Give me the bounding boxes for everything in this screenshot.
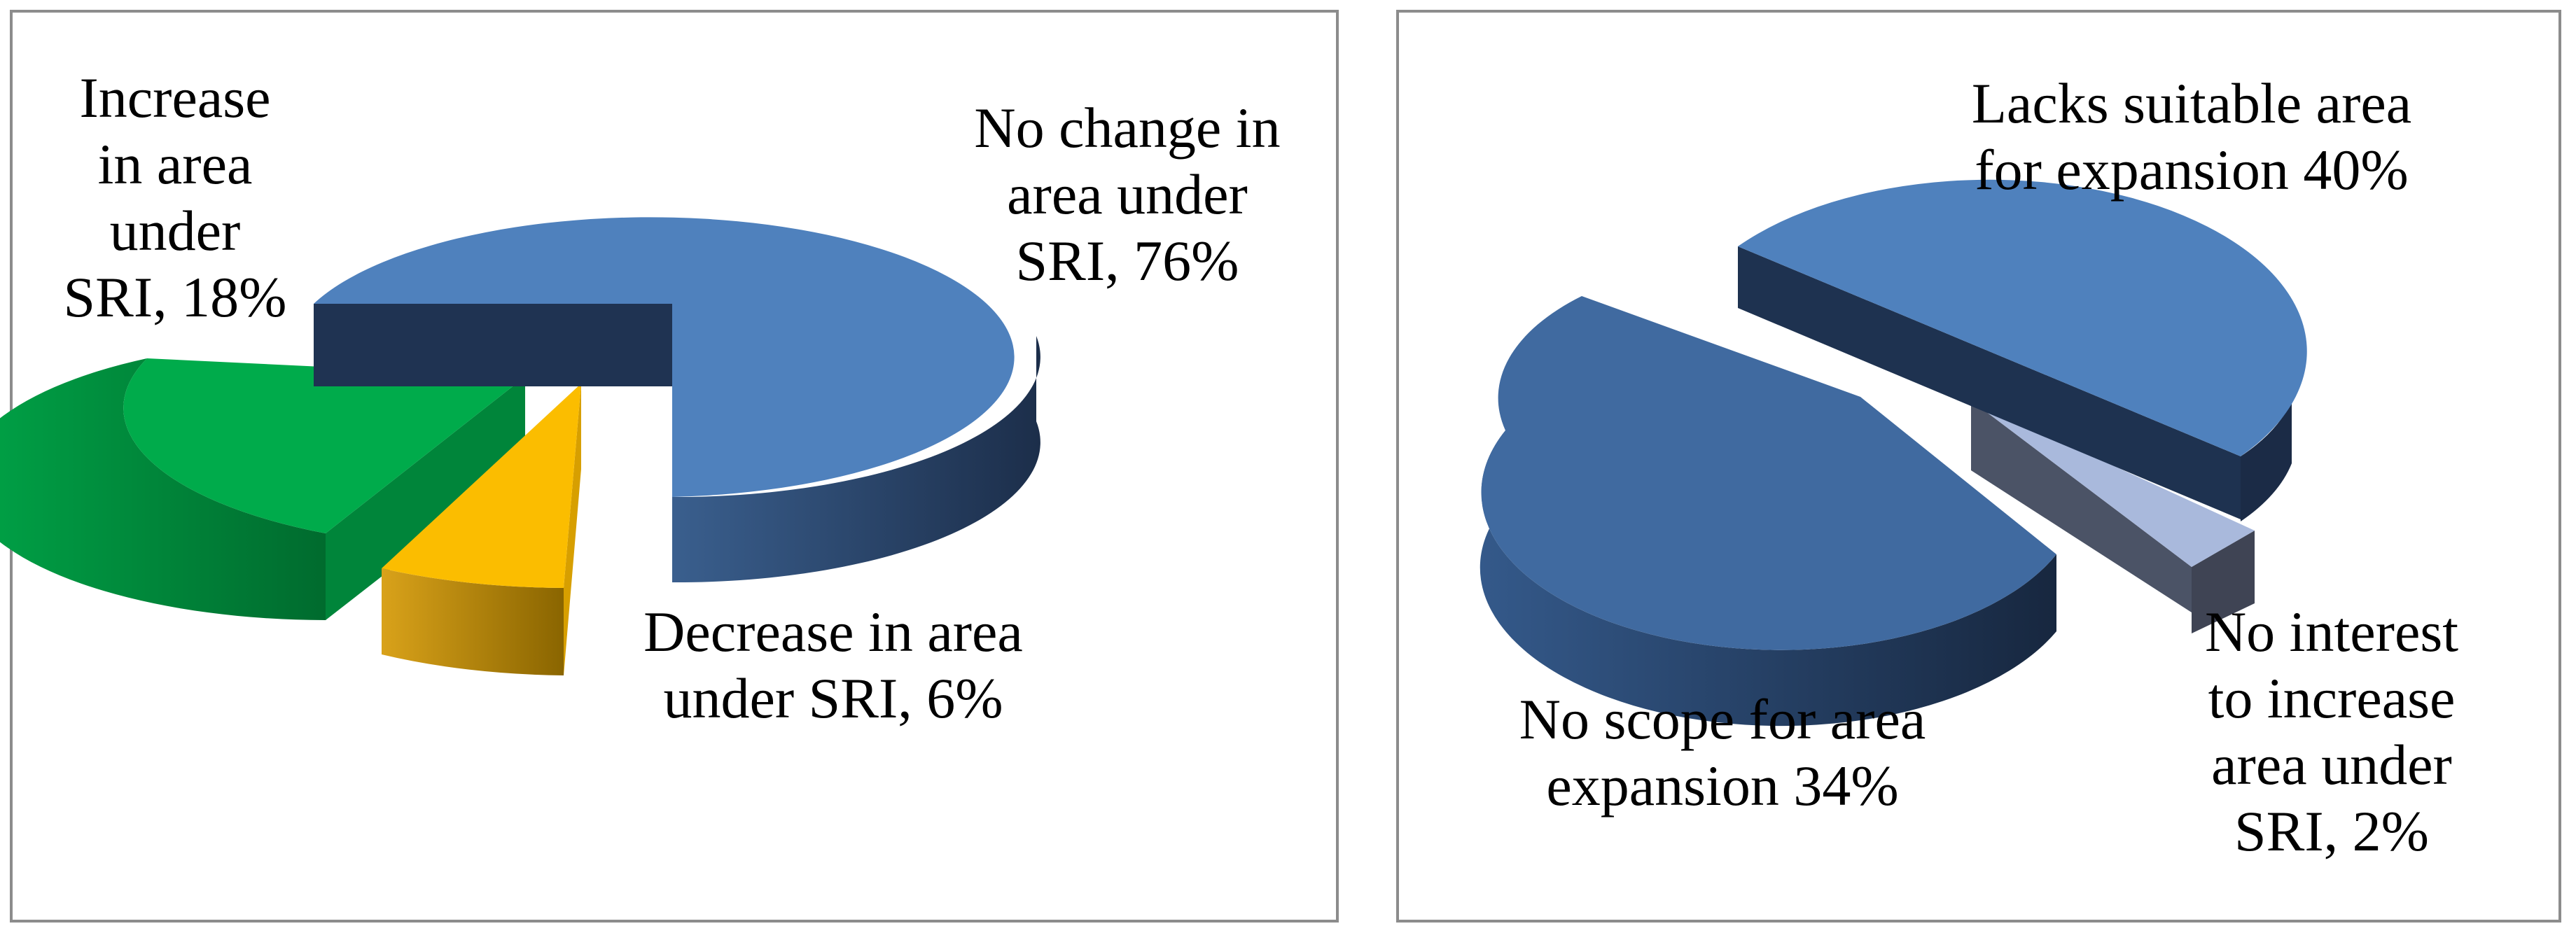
label-line: Lacks suitable area <box>1971 71 2412 135</box>
label-line: to increase <box>2208 666 2456 730</box>
label-decrease-in-area: Decrease in area under SRI, 6% <box>616 598 1050 731</box>
slice-no-scope-side <box>1480 430 2056 727</box>
label-increase-in-area: Increase in area under SRI, 18% <box>35 64 315 330</box>
slice-increase-inner-wall <box>326 377 525 620</box>
slice-lacks-inner-wall <box>1738 246 2241 519</box>
label-no-change: No change in area under SRI, 76% <box>945 94 1309 294</box>
label-line: for expansion 40% <box>1975 138 2409 202</box>
slice-decrease-top <box>382 384 581 588</box>
slice-no-change-inner-wall <box>314 304 672 386</box>
slice-lacks-suitable-area <box>1738 179 2307 521</box>
label-line: area under <box>2211 733 2452 797</box>
label-no-interest: No interest to increase area under SRI, … <box>2178 598 2486 864</box>
slice-lacks-side <box>2241 401 2292 521</box>
slice-no-change <box>314 217 1040 583</box>
label-line: area under <box>1007 162 1248 226</box>
slice-no-change-top <box>314 217 1015 497</box>
label-line: under <box>109 199 241 262</box>
slice-increase-side <box>0 358 326 620</box>
label-lacks-suitable-area: Lacks suitable area for expansion 40% <box>1947 70 2437 203</box>
label-line: SRI, 18% <box>63 265 287 329</box>
slice-no-scope <box>1480 296 2056 727</box>
label-line: in area <box>97 132 253 196</box>
slice-decrease-side <box>382 568 564 675</box>
label-line: No change in <box>974 96 1281 160</box>
slice-no-scope-top <box>1481 296 2056 650</box>
label-line: No scope for area <box>1519 687 1926 751</box>
label-line: Decrease in area <box>643 600 1023 664</box>
label-line: SRI, 76% <box>1015 229 1239 293</box>
slice-increase-top <box>123 358 525 533</box>
label-line: No interest <box>2204 600 2459 664</box>
slice-no-interest <box>1971 400 2255 633</box>
label-line: under SRI, 6% <box>663 666 1003 730</box>
slice-lacks-top <box>1738 179 2307 456</box>
slice-no-interest-side <box>2192 531 2255 633</box>
label-line: expansion 34% <box>1546 754 1899 818</box>
slice-no-interest-top <box>1971 400 2255 567</box>
slice-no-interest-inner-wall <box>1971 400 2192 612</box>
label-no-scope: No scope for area expansion 34% <box>1498 686 1947 819</box>
slice-increase-in-area <box>0 358 525 620</box>
label-line: Increase <box>79 66 271 129</box>
slice-no-change-side <box>672 336 1040 583</box>
label-line: SRI, 2% <box>2234 799 2429 863</box>
slice-decrease-in-area <box>382 384 581 675</box>
slice-decrease-inner-wall <box>564 384 581 675</box>
